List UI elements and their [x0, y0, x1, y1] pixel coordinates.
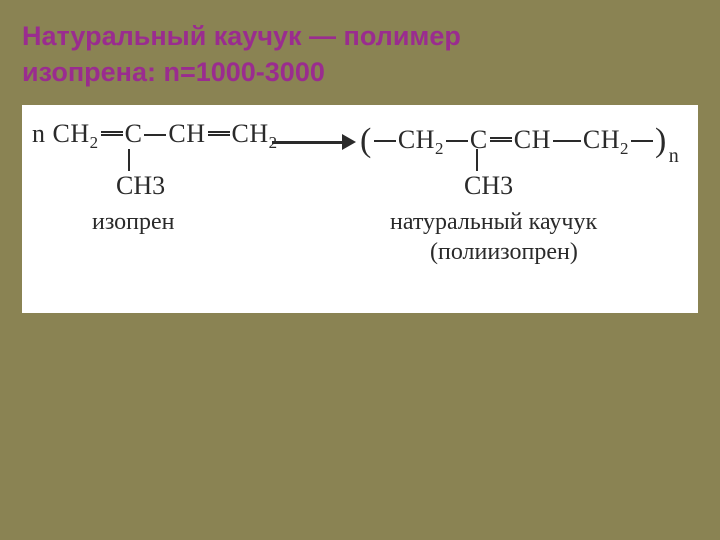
reaction-arrow: [272, 133, 356, 153]
polymer-ch3: CH3: [464, 171, 513, 200]
monomer-block: n CH2CCHCH2 CH3 изопрен: [32, 119, 278, 153]
title-line-2: изопрена: n=1000-3000: [22, 57, 325, 87]
slide-title: Натуральный каучук — полимер изопрена: n…: [22, 18, 698, 91]
monomer-substituent: CH3: [116, 149, 165, 201]
reaction-diagram: n CH2CCHCH2 CH3 изопрен (CH2CCHCH2)n: [22, 105, 698, 313]
monomer-coef: n: [32, 119, 46, 148]
monomer-ch3: CH3: [116, 171, 165, 200]
polymer-label-2: (полиизопрен): [430, 239, 578, 266]
slide: Натуральный каучук — полимер изопрена: n…: [0, 0, 720, 540]
polymer-block: (CH2CCHCH2)n CH3 натуральный каучук (пол…: [360, 119, 679, 159]
open-paren: (: [360, 122, 372, 159]
polymer-substituent: CH3: [464, 149, 513, 201]
repeat-n: n: [669, 145, 680, 167]
monomer-formula: n CH2CCHCH2: [32, 119, 278, 148]
title-line-1: Натуральный каучук — полимер: [22, 21, 461, 51]
polymer-label-1: натуральный каучук: [390, 209, 597, 236]
arrow-head-icon: [342, 134, 356, 150]
monomer-label: изопрен: [92, 209, 175, 236]
polymer-formula: (CH2CCHCH2)n: [360, 125, 679, 154]
arrow-line: [272, 141, 344, 144]
close-paren: ): [655, 122, 667, 159]
